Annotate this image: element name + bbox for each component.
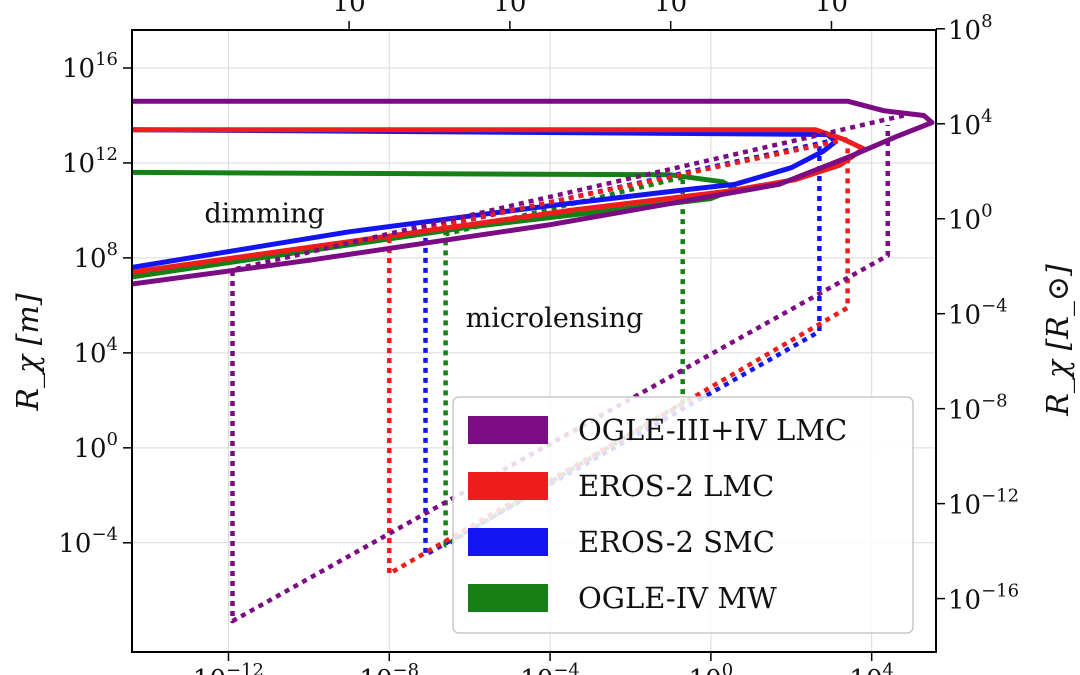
series-layer [132,98,935,624]
y-tick-label-left: 1012 [62,144,118,179]
y-tick-label-right: 104 [948,106,993,141]
series-dotted-ogle-iii-iv-lmc [230,113,905,624]
y-tick-label-right: 10−4 [948,296,1008,331]
ticks: 10−12 10−8 10−4 100 104 10 10 10 10 1016 1012 108 10… [58,0,1019,675]
series-line-eros-2-lmc [132,127,867,275]
y-axis-title-right: R_χ [R_⊙] [1041,264,1076,417]
y-tick-label-right: 10−16 [948,581,1019,616]
annotation-dimming: dimming [204,198,324,229]
legend-label: OGLE-III+IV LMC [578,413,847,447]
legend-label: OGLE-IV MW [578,581,777,615]
x-tick-label-top: 10 [493,0,526,18]
x-tick-label-bottom: 10−4 [520,660,580,675]
y-tick-label-left: 10−4 [58,524,118,559]
x-tick-label-bottom: 104 [849,660,894,675]
y-tick-label-right: 10−8 [948,391,1008,426]
x-tick-label-top: 10 [654,0,687,18]
legend-label: EROS-2 LMC [578,469,774,503]
y-tick-label-left: 108 [73,239,118,274]
x-tick-label-bottom: 10−8 [359,660,419,675]
legend-swatch [468,528,548,556]
plot-frame [131,29,937,653]
x-tick-label-bottom: 10−12 [193,660,264,675]
y-tick-label-left: 100 [73,429,118,464]
y-axis-title-left: R_χ [m] [11,293,46,411]
annotations: dimming microlensing [204,198,643,333]
y-tick-label-left: 104 [73,334,118,369]
x-tick-label-top: 10 [333,0,366,18]
series-line-ogle-iii-iv-lmc [132,98,935,287]
legend-swatch [468,584,548,612]
legend-box [452,396,914,634]
legend: OGLE-III+IV LMC EROS-2 LMC EROS-2 SMC OGLE-… [452,396,914,634]
series-line-eros-2-smc [132,127,838,270]
legend-swatch [468,416,548,444]
x-tick-label-top: 10 [815,0,848,18]
legend-label: EROS-2 SMC [578,525,775,559]
y-tick-label-right: 108 [948,11,993,46]
annotation-microlensing: microlensing [466,303,644,334]
y-tick-label-left: 1016 [62,49,118,84]
y-tick-label-right: 10−12 [948,486,1019,521]
series-dotted-eros-2-lmc [387,136,850,576]
x-tick-label-bottom: 100 [689,660,734,675]
y-tick-label-right: 100 [948,201,993,236]
legend-swatch [468,472,548,500]
